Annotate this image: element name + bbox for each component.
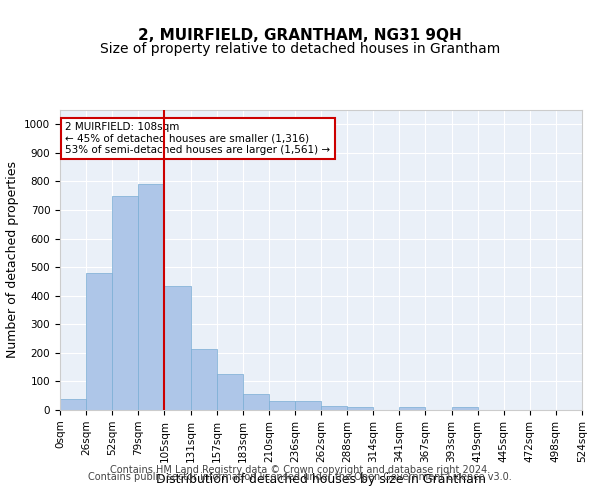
- Bar: [295, 402, 321, 410]
- Bar: [60, 398, 86, 410]
- Text: Contains public sector information licensed under the Open Government Licence v3: Contains public sector information licen…: [88, 472, 512, 482]
- Text: 2, MUIRFIELD, GRANTHAM, NG31 9QH: 2, MUIRFIELD, GRANTHAM, NG31 9QH: [138, 28, 462, 42]
- Bar: [452, 407, 478, 410]
- Text: Contains HM Land Registry data © Crown copyright and database right 2024.: Contains HM Land Registry data © Crown c…: [110, 465, 490, 475]
- Bar: [321, 406, 347, 410]
- Bar: [347, 407, 373, 410]
- Bar: [269, 402, 295, 410]
- X-axis label: Distribution of detached houses by size in Grantham: Distribution of detached houses by size …: [156, 473, 486, 486]
- Y-axis label: Number of detached properties: Number of detached properties: [5, 162, 19, 358]
- Bar: [86, 273, 112, 410]
- Text: 2 MUIRFIELD: 108sqm
← 45% of detached houses are smaller (1,316)
53% of semi-det: 2 MUIRFIELD: 108sqm ← 45% of detached ho…: [65, 122, 331, 155]
- Bar: [217, 374, 243, 410]
- Bar: [112, 196, 139, 410]
- Bar: [164, 286, 191, 410]
- Bar: [139, 184, 164, 410]
- Bar: [400, 407, 425, 410]
- Text: Size of property relative to detached houses in Grantham: Size of property relative to detached ho…: [100, 42, 500, 56]
- Bar: [242, 394, 269, 410]
- Bar: [191, 348, 217, 410]
